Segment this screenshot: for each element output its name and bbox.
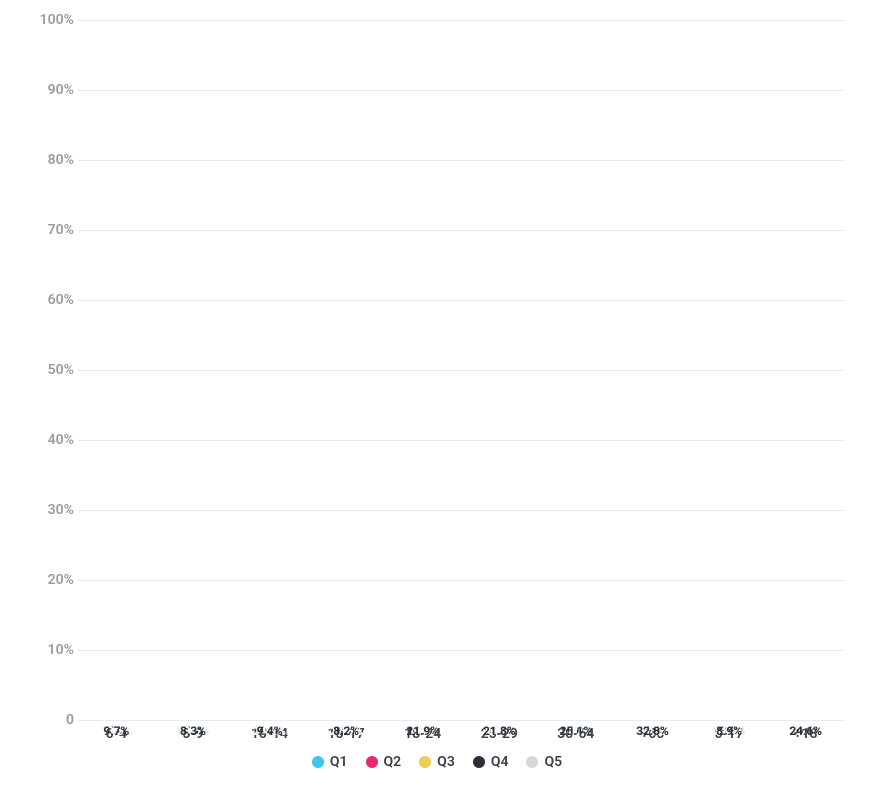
- segment-label: 8.9%: [716, 724, 742, 738]
- legend-label: Q3: [437, 754, 455, 770]
- legend-item-q5: Q5: [526, 754, 562, 770]
- segment-label: 11.9%: [406, 724, 439, 738]
- bar-slot: 32.7%27.7%17.7%13.5%8.3%: [155, 20, 232, 720]
- y-tick-label: 80%: [30, 152, 74, 168]
- segment-label: 8.3%: [180, 724, 206, 738]
- segment-label: 9.7%: [103, 724, 129, 738]
- legend-swatch: [526, 756, 538, 768]
- legend: Q1 Q2 Q3 Q4 Q5: [30, 754, 844, 770]
- segment-label: 30.5%: [253, 703, 286, 717]
- legend-label: Q4: [491, 754, 509, 770]
- segment-label: 21.8%: [483, 724, 516, 738]
- bar-slot: 30.5%26.7%19.2%14.2%9.4%: [231, 20, 308, 720]
- legend-swatch: [419, 756, 431, 768]
- stacked-bar-chart: 010%20%30%40%50%60%70%80%90%100%34.0%25.…: [0, 0, 874, 796]
- legend-swatch: [366, 756, 378, 768]
- segment-label: 25.1%: [560, 724, 593, 738]
- segment-label: 32.3%: [713, 703, 746, 717]
- segment-label: 16.2%: [560, 703, 593, 717]
- y-tick-label: 0: [30, 712, 74, 728]
- segment-label: 32.7%: [177, 703, 210, 717]
- segment-label: 19.5%: [483, 703, 516, 717]
- segment-label: 24.1%: [789, 724, 822, 738]
- segment-label: 22.9%: [406, 703, 439, 717]
- bar-slot: 22.9%23.6%22.3%19.3%11.9%: [384, 20, 461, 720]
- legend-swatch: [312, 756, 324, 768]
- bar-slot: 16.2%18.5%19.0%21.2%25.1%: [538, 20, 615, 720]
- y-tick-label: 20%: [30, 572, 74, 588]
- bar-slot: 32.3%26.1%18.3%14.4%8.9%: [691, 20, 768, 720]
- legend-swatch: [473, 756, 485, 768]
- legend-label: Q5: [544, 754, 562, 770]
- bar-slot: 15.5%17.8%20.6%22.1%24.1%: [767, 20, 844, 720]
- y-tick-label: 70%: [30, 222, 74, 238]
- grid-line: [78, 720, 844, 721]
- segment-label: 31.9%: [330, 703, 363, 717]
- y-tick-label: 10%: [30, 642, 74, 658]
- y-tick-label: 60%: [30, 292, 74, 308]
- y-tick-label: 40%: [30, 432, 74, 448]
- legend-item-q3: Q3: [419, 754, 455, 770]
- y-tick-label: 100%: [30, 12, 74, 28]
- bar-slot: 19.5%20.8%19.0%19.0%21.8%: [461, 20, 538, 720]
- y-tick-label: 90%: [30, 82, 74, 98]
- legend-label: Q2: [384, 754, 402, 770]
- segment-label: 9.4%: [257, 724, 283, 738]
- segment-label: 34.0%: [100, 703, 133, 717]
- bar-slot: 31.9%24.0%18.7%17.3%8.2%: [308, 20, 385, 720]
- bar-slot: 4.7%8.8%25.0%28.7%32.8%: [614, 20, 691, 720]
- legend-label: Q1: [330, 754, 348, 770]
- legend-item-q4: Q4: [473, 754, 509, 770]
- segment-label: 32.8%: [636, 724, 669, 738]
- bar-slot: 34.0%25.3%17.6%13.5%9.7%: [78, 20, 155, 720]
- legend-item-q2: Q2: [366, 754, 402, 770]
- legend-item-q1: Q1: [312, 754, 348, 770]
- segment-label: 15.5%: [789, 703, 822, 717]
- y-tick-label: 30%: [30, 502, 74, 518]
- plot-area: 010%20%30%40%50%60%70%80%90%100%34.0%25.…: [78, 20, 844, 720]
- bars-container: 34.0%25.3%17.6%13.5%9.7%32.7%27.7%17.7%1…: [78, 20, 844, 720]
- y-tick-label: 50%: [30, 362, 74, 378]
- segment-label: 4.7%: [640, 703, 666, 717]
- segment-label: 8.2%: [333, 724, 359, 738]
